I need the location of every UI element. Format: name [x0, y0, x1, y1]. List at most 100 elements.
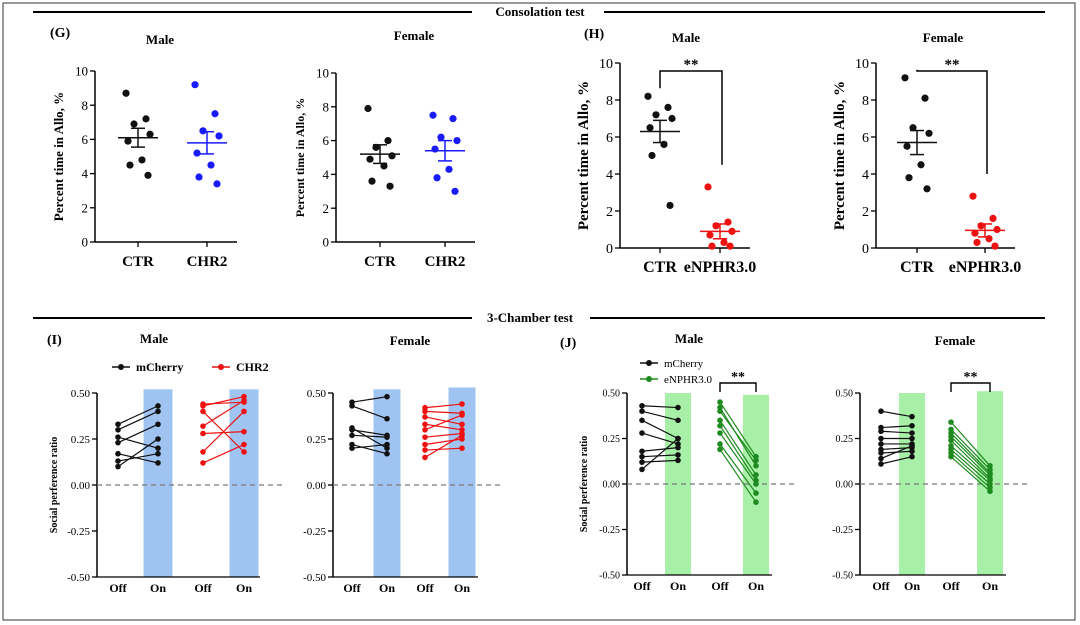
data-point — [364, 104, 372, 113]
paired-line — [641, 405, 679, 409]
data-point — [422, 434, 428, 440]
data-point — [909, 124, 917, 132]
data-point — [668, 114, 676, 123]
chart-H-female: Female Percent time in Allo, % 0 2 4 6 8 10 CTR e… — [832, 30, 1021, 276]
data-point — [146, 130, 154, 138]
data-point — [909, 430, 915, 436]
x-tick-label: Off — [194, 581, 212, 595]
data-point — [349, 403, 355, 409]
y-tick-label: 8 — [82, 98, 89, 113]
x-tick-label: eNPHR3.0 — [949, 259, 1021, 276]
data-point — [437, 133, 445, 141]
data-point — [878, 408, 884, 415]
data-point — [652, 111, 660, 119]
data-point — [878, 435, 884, 442]
chart-I-male: Male Social perference ratio -0.50 -0.25 0.0… — [49, 331, 284, 595]
paired-line — [424, 416, 463, 425]
data-point — [200, 430, 206, 437]
data-point — [200, 408, 206, 415]
paired-line — [641, 454, 679, 458]
y-tick-label: 10 — [75, 64, 88, 79]
data-point — [923, 185, 931, 193]
data-point — [948, 453, 954, 460]
y-tick-label: 4 — [82, 166, 89, 181]
chart-title: Female — [935, 333, 976, 348]
data-point — [639, 459, 645, 465]
chart-G-male: Male Percent time in Allo, % 0 2 4 6 8 10 CTR CHR… — [51, 32, 237, 270]
paired-line — [424, 434, 463, 458]
chart-I-female: Female -0.50 -0.25 0.00 0.25 0.50 Off On Off On — [303, 333, 502, 595]
data-point — [199, 127, 207, 135]
x-tick-label: Off — [343, 581, 361, 595]
data-point — [155, 436, 161, 442]
data-point — [215, 132, 223, 140]
panel-letter-h: (H) — [584, 27, 605, 42]
x-tick-label: CHR2 — [425, 254, 466, 270]
y-tick-label: 8 — [323, 99, 330, 114]
data-point — [717, 446, 723, 453]
paired-line — [880, 456, 913, 465]
legend-marker — [646, 376, 652, 382]
paired-line — [202, 399, 245, 427]
y-tick-label: 4 — [862, 168, 869, 183]
paired-line — [719, 449, 757, 503]
data-point — [431, 145, 439, 153]
paired-line — [424, 438, 463, 446]
data-point — [191, 81, 199, 89]
data-point — [115, 427, 121, 433]
data-point — [708, 242, 716, 250]
paired-line — [202, 410, 245, 453]
data-point — [451, 187, 459, 195]
data-point — [639, 430, 645, 436]
y-tick-label: 10 — [855, 57, 869, 72]
paired-line — [880, 425, 913, 429]
data-point — [717, 417, 723, 424]
data-point — [459, 401, 465, 407]
y-tick-label: 0.25 — [71, 434, 91, 446]
data-point — [917, 161, 925, 169]
data-point — [384, 441, 390, 448]
data-point — [155, 403, 161, 409]
paired-line — [719, 432, 757, 485]
data-point — [973, 238, 981, 247]
data-point — [639, 402, 645, 409]
paired-line — [950, 428, 991, 470]
data-point — [753, 499, 759, 506]
data-point — [459, 412, 465, 418]
paired-line — [641, 459, 679, 463]
paired-line — [424, 423, 463, 431]
y-tick-label: 0.00 — [307, 480, 327, 492]
data-point — [648, 151, 656, 160]
y-tick-label: 6 — [323, 133, 330, 148]
bar — [899, 393, 925, 575]
chart-J-female: Female -0.50 -0.25 0.00 0.25 0.50 Off On Off On ** — [832, 333, 1030, 593]
paired-line — [202, 396, 245, 407]
data-point — [115, 421, 121, 428]
paired-line — [424, 432, 463, 438]
data-point — [675, 404, 681, 411]
x-tick-label: CTR — [643, 259, 677, 276]
y-tick-label: 0.25 — [307, 434, 327, 446]
data-point — [241, 428, 247, 435]
chart-title: Female — [394, 28, 435, 43]
y-tick-label: 0.50 — [307, 388, 327, 400]
data-point — [925, 129, 933, 137]
y-axis-label: Percent time in Allo, % — [293, 98, 307, 217]
x-tick-label: On — [150, 581, 166, 595]
data-point — [124, 137, 132, 145]
paired-line — [641, 438, 679, 470]
paired-line — [202, 443, 245, 464]
data-point — [155, 421, 161, 428]
y-tick-label: -0.50 — [599, 571, 620, 582]
paired-line — [950, 436, 991, 476]
data-point — [422, 408, 428, 415]
data-point — [639, 448, 645, 455]
data-point — [429, 111, 437, 119]
data-point — [878, 455, 884, 462]
data-point — [675, 444, 681, 451]
data-point — [384, 137, 392, 145]
data-point — [368, 177, 376, 185]
data-point — [753, 457, 759, 464]
data-point — [675, 457, 681, 464]
